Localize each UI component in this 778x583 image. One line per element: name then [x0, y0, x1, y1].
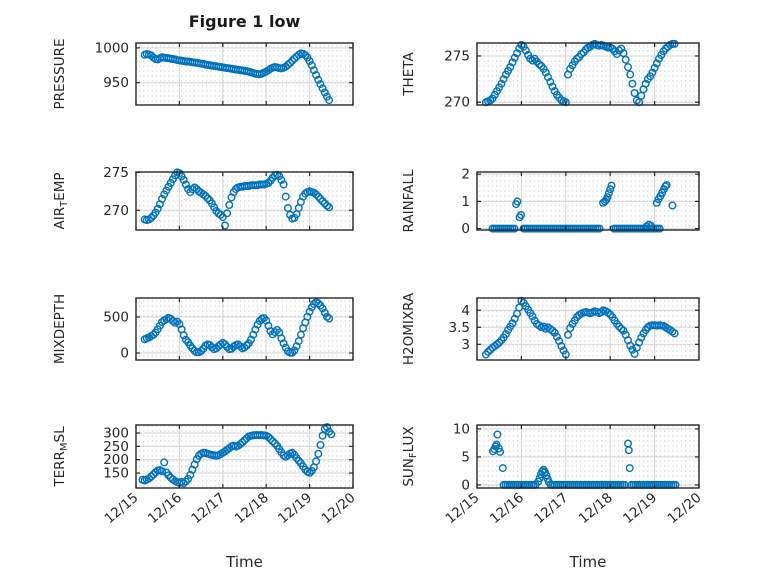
pressure-ytick-label: 1000 — [95, 40, 129, 56]
terr-msl-xtick-label: 12/16 — [145, 490, 185, 527]
theta-ticks — [476, 43, 700, 105]
h2omixra-markers — [481, 296, 679, 359]
h2omixra-ylabel: H2OMIXRA — [401, 292, 417, 365]
mixdepth-ylabel: MIXDEPTH — [52, 294, 68, 364]
terr-msl-ticks — [135, 425, 354, 488]
rainfall-ytick-label: 0 — [461, 221, 470, 237]
rainfall-ytick-label: 2 — [461, 167, 470, 183]
air-temp-ytick-label: 270 — [103, 203, 129, 219]
subplot-air-temp: 270 275 AIRTEMP — [52, 165, 354, 231]
rainfall-markers — [488, 181, 677, 233]
terr-msl-markers — [138, 423, 336, 488]
air-temp-ytick-label: 275 — [103, 165, 129, 181]
mixdepth-markers — [140, 298, 334, 357]
subplot-pressure: 950 1000 PRESSURE — [52, 39, 354, 110]
terr-msl-axes-box — [135, 424, 354, 489]
terr-msl-xtick-label: 12/17 — [188, 490, 228, 527]
mixdepth-axes-box — [135, 297, 354, 361]
h2omixra-ytick-label: 4 — [461, 303, 470, 319]
sun-flux-xtick-label: 12/18 — [576, 490, 616, 527]
terr-msl-ylabel: TERRMSL — [52, 426, 70, 488]
subplot-mixdepth: 0 500 MIXDEPTH — [52, 294, 354, 364]
terr-msl-xtick-label: 12/15 — [101, 490, 141, 527]
terr-msl-ytick-label: 150 — [103, 466, 129, 482]
sun-flux-xtick-label: 12/19 — [620, 490, 660, 527]
mixdepth-minor-grid — [136, 298, 353, 360]
theta-ytick-label: 270 — [444, 95, 470, 111]
figure-title: Figure 1 low — [188, 12, 301, 31]
pressure-ylabel: PRESSURE — [52, 39, 68, 110]
terr-msl-xtick-label: 12/18 — [232, 490, 272, 527]
h2omixra-ytick-label: 3 — [461, 337, 470, 353]
subplot-h2omixra: 33.54 H2OMIXRA — [401, 292, 700, 365]
h2omixra-axes-box — [476, 297, 700, 361]
pressure-ticks — [135, 43, 354, 105]
mixdepth-ytick-label: 500 — [103, 310, 129, 326]
subplot-sun-flux: 0 5 10 SUNFLUX 12/15 12/16 12/17 12/18 12/19 12/2… — [401, 421, 705, 527]
sun-flux-xtick-label: 12/16 — [487, 490, 527, 527]
rainfall-ticks — [476, 172, 700, 230]
h2omixra-ticks — [476, 298, 700, 360]
rainfall-ylabel: RAINFALL — [401, 169, 417, 232]
theta-markers — [481, 39, 679, 107]
pressure-ytick-label: 950 — [103, 75, 129, 91]
theta-axes-box — [476, 42, 700, 106]
theta-ylabel: THETA — [401, 52, 417, 97]
air-temp-ylabel: AIRTEMP — [52, 172, 70, 229]
pressure-axes-box — [135, 42, 354, 106]
sun-flux-ytick-label: 10 — [453, 421, 470, 437]
subplot-rainfall: 0 1 2 RAINFALL — [401, 167, 700, 237]
x-axis-label-right: Time — [569, 553, 607, 571]
sun-flux-ylabel: SUNFLUX — [401, 426, 419, 486]
sun-flux-xtick-label: 12/20 — [664, 490, 704, 527]
sun-flux-xtick-label: 12/17 — [531, 490, 571, 527]
mixdepth-ytick-label: 0 — [120, 346, 129, 362]
air-temp-ticks — [135, 171, 354, 230]
sun-flux-ytick-label: 0 — [461, 477, 470, 493]
air-temp-axes-box — [135, 171, 354, 231]
sun-flux-xtick-label: 12/15 — [442, 490, 482, 527]
terr-msl-ytick-label: 250 — [103, 439, 129, 455]
air-temp-minor-grid — [136, 172, 353, 230]
terr-msl-ytick-label: 200 — [103, 452, 129, 468]
terr-msl-xtick-label: 12/20 — [318, 490, 358, 527]
theta-ytick-label: 275 — [444, 48, 470, 64]
subplot-theta: 270 275 THETA — [401, 39, 700, 111]
h2omixra-ytick-label: 3.5 — [449, 320, 470, 336]
rainfall-ytick-label: 1 — [461, 194, 470, 210]
x-axis-label-left: Time — [226, 553, 263, 571]
terr-msl-xtick-label: 12/19 — [275, 490, 315, 527]
terr-msl-ytick-label: 300 — [103, 426, 129, 442]
mixdepth-ticks — [135, 298, 354, 360]
sun-flux-ytick-label: 5 — [461, 449, 470, 465]
pressure-markers — [140, 49, 334, 105]
sun-flux-ticks — [476, 425, 700, 488]
